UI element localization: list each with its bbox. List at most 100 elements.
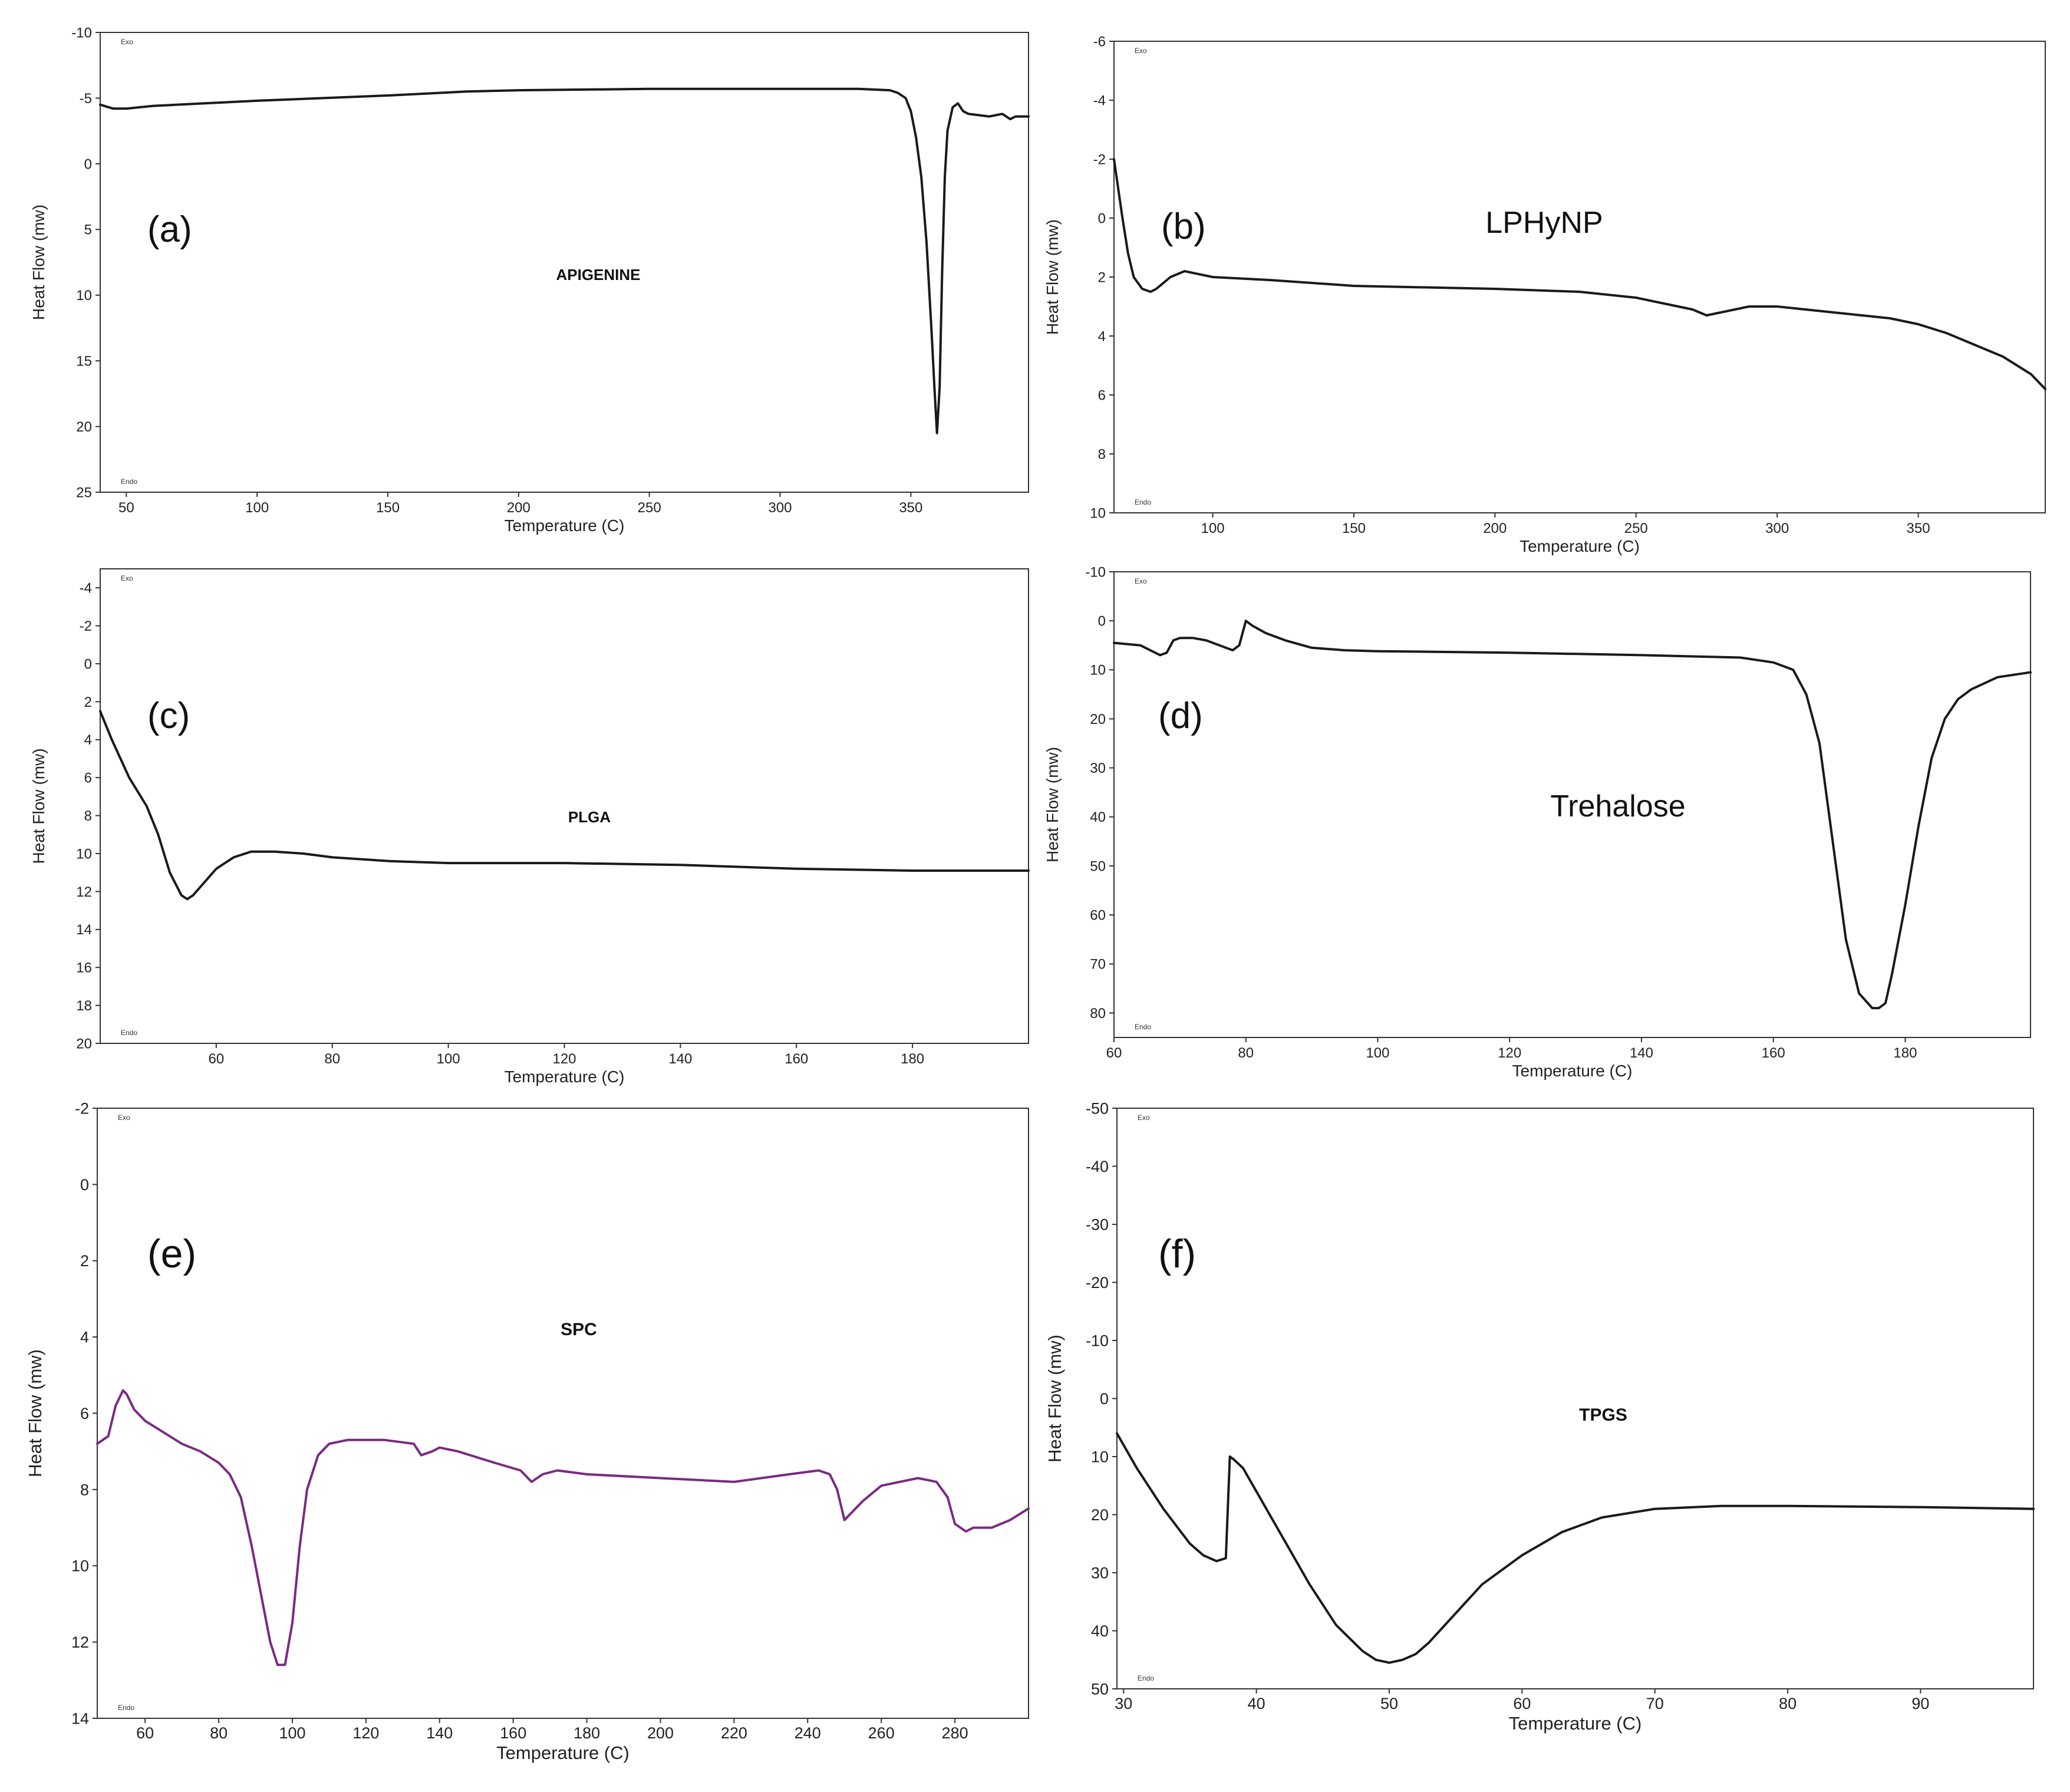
- y-tick-label: 2: [80, 1252, 89, 1270]
- y-tick-label: 0: [80, 1176, 89, 1194]
- x-tick-label: 180: [901, 1051, 924, 1067]
- y-tick-label: 18: [76, 998, 92, 1014]
- chart-panel-c: 60 80 100 120 140 160 180 -4 -2 0 2 4 6 8 10 12 14 16 18 20…: [29, 568, 1030, 1086]
- x-tick-label: 100: [245, 500, 269, 516]
- y-tick-label: 60: [1090, 908, 1106, 924]
- sample-label: LPHyNP: [1485, 206, 1603, 240]
- x-axis-label: Temperature (C): [505, 1068, 625, 1086]
- y-tick-label: 50: [1090, 858, 1106, 874]
- x-tick-label: 60: [1513, 1695, 1531, 1712]
- panel-label: (d): [1158, 696, 1203, 736]
- y-tick-label: -40: [1086, 1158, 1109, 1175]
- x-axis-label: Temperature (C): [1509, 1713, 1642, 1734]
- x-tick-label: 120: [552, 1051, 576, 1067]
- y-tick-label: 25: [76, 485, 92, 500]
- y-tick-label: 10: [76, 846, 92, 862]
- x-tick-label: 160: [500, 1724, 526, 1742]
- y-tick-label: 0: [1098, 210, 1106, 226]
- x-tick-label: 300: [1765, 521, 1789, 536]
- y-tick-label: 50: [1091, 1680, 1109, 1698]
- y-tick-label: -30: [1086, 1215, 1109, 1233]
- x-tick-label: 150: [376, 500, 400, 516]
- plot-frame: [97, 1108, 1029, 1719]
- chart-panel-b: 100 150 200 250 300 350 -6 -4 -2 0 2 4 6 8 10 Temperatu…: [1043, 34, 2046, 555]
- x-tick-label: 120: [352, 1724, 379, 1742]
- x-tick-label: 300: [768, 500, 792, 516]
- y-axis-label: Heat Flow (mw): [29, 748, 48, 864]
- chart-panel-a: 50 100 150 200 250 300 350 -10 -5 0 5 10 15 20 25 Tempe…: [29, 25, 1030, 535]
- x-tick-label: 40: [1248, 1695, 1265, 1712]
- y-tick-label: 30: [1090, 760, 1106, 776]
- x-tick-label: 140: [668, 1051, 692, 1067]
- y-tick-label: 6: [1098, 387, 1106, 403]
- y-tick-label: 8: [84, 808, 92, 824]
- x-axis-label: Temperature (C): [1519, 537, 1640, 555]
- dsc-curve: [1113, 158, 2046, 390]
- y-axis-label: Heat Flow (mw): [25, 1349, 45, 1477]
- x-tick-label: 200: [647, 1724, 674, 1742]
- x-tick-label: 180: [573, 1724, 600, 1742]
- dsc-curve: [1113, 620, 2032, 1010]
- y-tick-label: 10: [1090, 663, 1106, 678]
- panel-label: (b): [1161, 206, 1206, 247]
- x-tick-label: 80: [1238, 1045, 1254, 1061]
- endo-label: Endo: [1138, 1674, 1154, 1682]
- exo-label: Exo: [121, 574, 133, 582]
- y-axis-label: Heat Flow (mw): [1043, 747, 1062, 862]
- x-tick-label: 50: [118, 500, 134, 516]
- y-tick-label: 20: [1090, 711, 1106, 727]
- y-tick-label: 5: [84, 222, 92, 238]
- chart-panel-f: 30 40 50 60 70 80 90 -50 -40 -30 -20 -10 0 10 20 30 40 50…: [1044, 1099, 2035, 1734]
- dsc-curve: [1116, 1432, 2035, 1664]
- chart-panel-d: 60 80 100 120 140 160 180 -10 0 10 20 30 40 50 60 70 80 T…: [1043, 564, 2032, 1080]
- exo-label: Exo: [118, 1114, 130, 1122]
- y-tick-label: 14: [76, 922, 92, 938]
- x-tick-label: 80: [210, 1724, 228, 1742]
- y-tick-label: 2: [84, 694, 92, 710]
- y-tick-label: 40: [1091, 1622, 1109, 1640]
- y-tick-label: 6: [80, 1405, 89, 1422]
- x-tick-label: 350: [1907, 521, 1930, 536]
- x-tick-label: 350: [899, 500, 922, 516]
- y-tick-label: 20: [76, 1036, 92, 1052]
- y-tick-label: 40: [1090, 809, 1106, 825]
- y-tick-label: -6: [1093, 34, 1106, 50]
- y-tick-label: -2: [80, 618, 92, 634]
- y-tick-label: 12: [76, 884, 92, 900]
- y-tick-label: 80: [1090, 1006, 1106, 1022]
- y-tick-label: 10: [71, 1557, 89, 1575]
- endo-label: Endo: [1135, 1023, 1151, 1031]
- y-tick-label: 10: [76, 288, 92, 304]
- y-tick-label: -2: [75, 1099, 89, 1117]
- y-tick-label: 2: [1098, 269, 1106, 285]
- x-tick-label: 260: [868, 1724, 895, 1742]
- x-axis-label: Temperature (C): [505, 516, 625, 535]
- y-tick-label: 30: [1091, 1564, 1109, 1582]
- x-tick-label: 30: [1115, 1695, 1132, 1712]
- sample-label: TPGS: [1579, 1405, 1627, 1425]
- x-tick-label: 50: [1380, 1695, 1398, 1712]
- y-tick-label: -5: [80, 91, 92, 107]
- y-tick-label: -10: [1085, 564, 1106, 580]
- y-tick-label: -10: [71, 25, 92, 41]
- panel-label: (f): [1158, 1231, 1196, 1276]
- y-axis-label: Heat Flow (mw): [29, 205, 48, 320]
- y-tick-label: 15: [76, 354, 92, 370]
- y-tick-label: 4: [80, 1329, 89, 1346]
- x-tick-label: 140: [1630, 1045, 1653, 1061]
- y-axis-label: Heat Flow (mw): [1044, 1335, 1065, 1462]
- x-tick-label: 280: [942, 1724, 968, 1742]
- y-tick-label: 20: [76, 419, 92, 435]
- y-tick-label: -4: [80, 581, 92, 597]
- y-tick-label: 4: [84, 732, 92, 748]
- x-tick-label: 60: [136, 1724, 154, 1742]
- sample-label: APIGENINE: [556, 266, 640, 284]
- x-tick-label: 70: [1646, 1695, 1664, 1712]
- y-tick-label: -50: [1086, 1099, 1109, 1117]
- x-tick-label: 200: [1483, 521, 1507, 536]
- y-tick-label: 12: [71, 1633, 89, 1651]
- y-tick-label: -2: [1093, 151, 1106, 167]
- dsc-curve: [99, 710, 1030, 901]
- x-tick-label: 240: [795, 1724, 821, 1742]
